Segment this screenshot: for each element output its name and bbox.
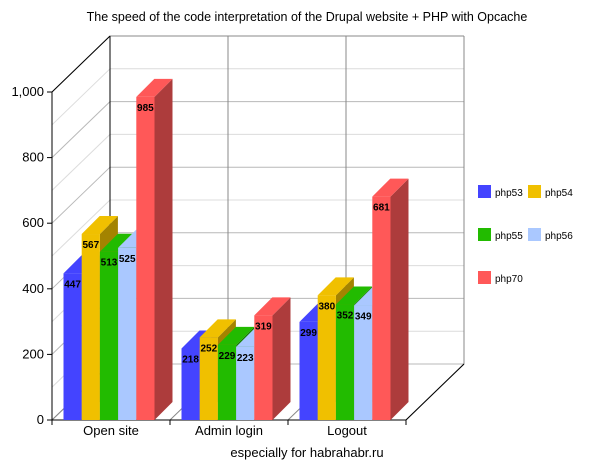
legend-label: php56 [545, 231, 573, 242]
data-label: 299 [300, 328, 317, 339]
y-tick-label: 1,000 [11, 84, 44, 99]
data-label: 352 [337, 311, 354, 322]
x-axis-label: especially for habrahabr.ru [230, 445, 383, 460]
bar-front [118, 247, 137, 420]
bar-side [154, 78, 173, 421]
bar-front [354, 305, 373, 420]
bar-top [217, 326, 255, 345]
bar-front [299, 321, 318, 420]
x-tick-label: Open site [83, 423, 139, 438]
bar-front [63, 273, 82, 420]
data-label: 447 [64, 279, 81, 290]
data-label: 380 [318, 301, 335, 312]
data-label: 349 [355, 312, 372, 323]
bar-php70-1 [136, 78, 173, 421]
data-label: 223 [237, 353, 254, 364]
minor-gridline-side [51, 199, 111, 257]
bar-side [272, 297, 291, 420]
bar-php70-3 [372, 178, 409, 420]
bar-front [199, 337, 218, 420]
data-label: 985 [137, 103, 154, 114]
legend-item-php70: php70 [478, 271, 523, 285]
data-label: 252 [200, 343, 217, 354]
minor-gridline-side [51, 68, 111, 126]
legend-swatch [478, 228, 491, 241]
legend-label: php54 [545, 188, 573, 199]
data-label: 525 [119, 254, 136, 265]
data-label: 567 [82, 240, 99, 251]
bar-front [99, 251, 119, 420]
bar-top [335, 286, 373, 305]
bar-front [372, 196, 391, 420]
bar-top [136, 78, 173, 97]
bar-front [236, 346, 255, 420]
bar-top [372, 178, 409, 197]
legend-item-php56: php56 [528, 228, 573, 242]
legend-label: php70 [495, 274, 523, 285]
bar-front [181, 348, 200, 420]
bar-top [317, 277, 354, 296]
y-tick-label: 800 [22, 150, 44, 165]
bar-php70-2 [254, 297, 291, 420]
bar-side [390, 178, 409, 420]
bar-front [317, 295, 336, 420]
y-axis-depth [51, 35, 111, 93]
y-tick-label: 600 [22, 215, 44, 230]
bar-top [99, 233, 137, 252]
gridline-side [51, 101, 111, 158]
minor-gridline-side [51, 134, 111, 191]
legend-swatch [528, 228, 541, 241]
y-tick-label: 0 [37, 412, 44, 427]
bar-top [199, 319, 236, 338]
bar-front [335, 304, 355, 420]
chart-title: The speed of the code interpretation of … [87, 10, 528, 24]
floor-edge [405, 363, 465, 421]
legend-item-php55: php55 [478, 228, 523, 242]
legend-label: php53 [495, 188, 523, 199]
legend-swatch [478, 185, 491, 198]
bars [63, 78, 409, 421]
x-tick-label: Admin login [195, 423, 263, 438]
bar-top [81, 216, 118, 235]
gridline-side [51, 166, 111, 224]
data-label: 319 [255, 321, 272, 332]
bar-front [217, 344, 237, 420]
axes: 0 200 400 600 800 1,000 Open site Admin login Lo… [11, 35, 465, 438]
bar-front [136, 96, 155, 421]
bar-top [254, 297, 291, 316]
data-label: 513 [101, 258, 118, 269]
bar-front [254, 315, 273, 420]
legend-item-php53: php53 [478, 185, 523, 199]
legend-label: php55 [495, 231, 523, 242]
legend-item-php54: php54 [528, 185, 573, 199]
legend-swatch [528, 185, 541, 198]
data-label: 681 [373, 203, 390, 214]
data-label: 218 [182, 354, 199, 365]
legend: php53 php54 php55 php56 php70 [478, 185, 573, 285]
data-label: 229 [219, 351, 236, 362]
y-tick-label: 400 [22, 281, 44, 296]
legend-swatch [478, 271, 491, 284]
y-tick-label: 200 [22, 346, 44, 361]
bar-front [81, 234, 100, 420]
x-tick-label: Logout [327, 423, 367, 438]
